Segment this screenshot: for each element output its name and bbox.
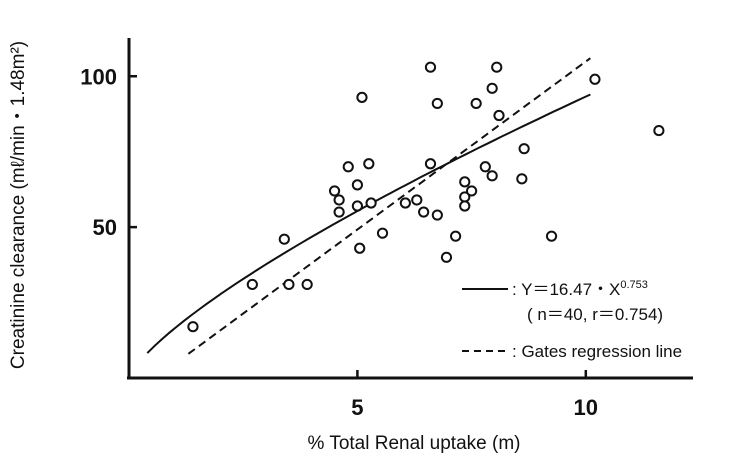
data-point-35 — [493, 109, 505, 122]
data-point-34 — [491, 61, 503, 73]
legend-fit-stats: ( n＝40, r＝0.754) — [527, 305, 663, 324]
data-point-38 — [545, 230, 558, 242]
legend-fit-label: : Y＝16.47・X0.753 — [512, 279, 648, 299]
data-point-24 — [440, 251, 453, 263]
data-point-28 — [459, 200, 471, 212]
data-point-23 — [431, 97, 443, 110]
legend-fit-formula: : Y＝16.47・X — [512, 280, 620, 299]
data-point-21 — [424, 61, 437, 73]
data-point-1 — [187, 321, 199, 333]
legend-gates-label: : Gates regression line — [512, 342, 682, 361]
data-point-14 — [363, 158, 375, 170]
y-tick-label-50: 50 — [93, 215, 117, 240]
gates-regression-line — [187, 57, 591, 355]
data-point-2 — [246, 278, 258, 291]
x-tick-label-10: 10 — [574, 395, 598, 420]
legend: : Y＝16.47・X0.753 ( n＝40, r＝0.754) : Gate… — [462, 279, 682, 361]
data-point-39 — [589, 73, 601, 85]
data-point-4 — [283, 278, 295, 291]
axes — [127, 38, 693, 380]
data-point-36 — [516, 173, 528, 185]
x-tick-label-5: 5 — [351, 395, 363, 420]
data-point-13 — [356, 91, 368, 103]
data-point-20 — [424, 158, 437, 170]
data-points — [187, 61, 665, 333]
y-axis-title: Creatinine clearance (mℓ/min・1.48m²) — [8, 41, 29, 369]
gates-regression-line-group — [187, 57, 591, 355]
data-point-37 — [518, 143, 530, 155]
data-point-26 — [459, 176, 471, 188]
data-point-15 — [365, 197, 377, 209]
data-point-31 — [479, 161, 491, 173]
data-point-18 — [411, 194, 423, 206]
data-point-7 — [333, 194, 345, 206]
data-point-10 — [351, 179, 363, 191]
power-fit-curve — [146, 93, 591, 354]
x-axis-title: % Total Renal uptake (m) — [308, 433, 521, 454]
data-point-9 — [342, 161, 354, 173]
data-point-3 — [278, 233, 290, 245]
data-point-16 — [376, 227, 389, 239]
data-point-12 — [354, 242, 366, 254]
data-point-32 — [486, 170, 498, 182]
data-point-17 — [399, 197, 411, 209]
data-point-6 — [328, 185, 341, 197]
data-point-8 — [333, 206, 345, 218]
data-point-40 — [653, 124, 665, 137]
data-point-33 — [486, 82, 498, 94]
y-tick-label-100: 100 — [80, 64, 117, 89]
data-point-19 — [418, 206, 430, 218]
data-point-22 — [431, 209, 443, 221]
data-point-5 — [301, 278, 313, 291]
data-point-30 — [470, 97, 482, 110]
ticks: 5 10 50 100 — [80, 64, 598, 420]
legend-fit-exponent: 0.753 — [620, 279, 648, 291]
data-point-11 — [351, 200, 363, 212]
data-point-29 — [466, 185, 478, 197]
data-point-25 — [450, 230, 462, 242]
power-fit-curve-group — [146, 93, 591, 354]
